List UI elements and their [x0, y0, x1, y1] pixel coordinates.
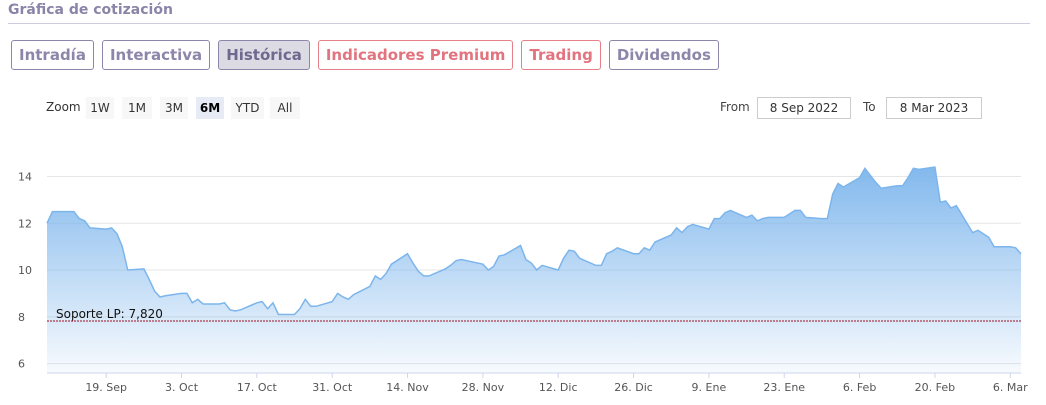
x-tick-label: 6. Feb [843, 381, 876, 394]
y-tick-label: 14 [18, 170, 32, 183]
price-chart[interactable]: Soporte LP: 7,820 6 8 10 12 14 19. Sep 3. Oct… [0, 130, 1046, 405]
tab-historica[interactable]: Histórica [218, 40, 310, 70]
range-from-input[interactable]: 8 Sep 2022 [757, 97, 851, 119]
x-tick-label: 6. Mar [993, 381, 1028, 394]
y-tick-label: 6 [18, 358, 25, 371]
tab-dividendos[interactable]: Dividendos [608, 40, 719, 70]
support-line-group: Soporte LP: 7,820 [47, 307, 1021, 322]
zoom-1m-button[interactable]: 1M [122, 97, 152, 119]
title-divider [8, 23, 1030, 24]
x-tick-label: 31. Oct [312, 381, 353, 394]
tab-interactiva[interactable]: Interactiva [101, 40, 211, 70]
x-tick-label: 28. Nov [462, 381, 505, 394]
y-axis: 6 8 10 12 14 [18, 170, 32, 370]
x-tick-label: 19. Sep [85, 381, 127, 394]
x-tick-label: 3. Oct [165, 381, 199, 394]
tab-intradia[interactable]: Intradía [11, 40, 94, 70]
x-tick-label: 26. Dic [614, 381, 653, 394]
zoom-all-button[interactable]: All [270, 97, 300, 119]
zoom-1w-button[interactable]: 1W [86, 97, 114, 119]
x-tick-label: 17. Oct [237, 381, 278, 394]
y-tick-label: 10 [18, 264, 32, 277]
range-from-label: From [720, 100, 750, 114]
zoom-ytd-button[interactable]: YTD [231, 97, 264, 119]
range-to-input[interactable]: 8 Mar 2023 [886, 97, 982, 119]
series-line[interactable] [46, 166, 1022, 316]
range-to-label: To [863, 100, 876, 114]
zoom-label: Zoom [46, 100, 81, 114]
x-tick-label: 12. Dic [539, 381, 578, 394]
x-tick-label: 20. Feb [915, 381, 955, 394]
tab-indicadores-premium[interactable]: Indicadores Premium [317, 40, 514, 70]
x-tick-label: 14. Nov [386, 381, 429, 394]
support-label: Soporte LP: 7,820 [56, 307, 163, 321]
chart-type-tabs: Intradía Interactiva Histórica Indicador… [11, 40, 727, 70]
x-axis: 19. Sep 3. Oct 17. Oct 31. Oct 14. Nov 28. No… [47, 372, 1028, 394]
zoom-3m-button[interactable]: 3M [160, 97, 188, 119]
tab-trading[interactable]: Trading [521, 40, 601, 70]
x-tick-label: 23. Ene [763, 381, 805, 394]
y-tick-label: 12 [18, 217, 32, 230]
y-tick-label: 8 [18, 311, 25, 324]
chart-section-title: Gráfica de cotización [8, 2, 173, 18]
x-tick-label: 9. Ene [692, 381, 727, 394]
zoom-6m-button[interactable]: 6M [196, 97, 224, 119]
